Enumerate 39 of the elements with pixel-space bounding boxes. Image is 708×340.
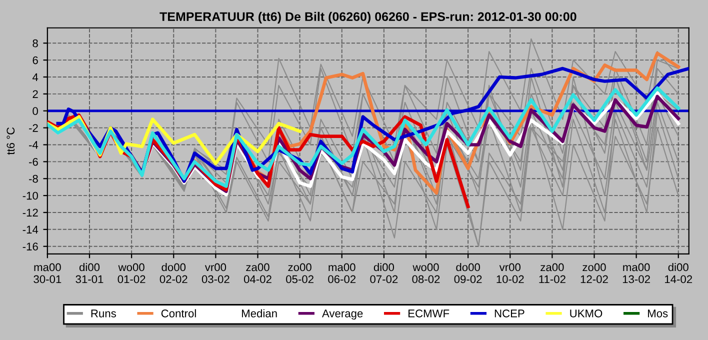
x-tick-label: wo00 01-02 — [118, 263, 146, 284]
y-tick-label: -12 — [22, 208, 38, 217]
legend-label: ECMWF — [408, 309, 450, 318]
legend-label: Mos — [648, 310, 668, 318]
x-tick-label: wo00 08-02 — [412, 263, 440, 284]
y-axis-title: tt6 °C — [6, 127, 15, 155]
y-tick-label: 2 — [32, 90, 38, 98]
x-tick-label: di00 14-02 — [665, 263, 692, 284]
x-tick-label: zo00 05-02 — [286, 263, 314, 284]
y-tick-label: -8 — [29, 174, 38, 183]
legend-label: NCEP — [494, 309, 524, 318]
x-tick-label: do00 02-02 — [160, 263, 188, 284]
x-tick-label: ma00 30-01 — [34, 263, 62, 284]
x-tick-label: za00 11-02 — [539, 263, 566, 284]
x-tick-label: di00 07-02 — [370, 263, 398, 284]
legend-label: Control — [161, 309, 196, 318]
y-tick-label: 4 — [32, 73, 38, 82]
y-tick-label: -6 — [29, 158, 38, 166]
x-tick-label: vr00 03-02 — [202, 263, 230, 284]
x-tick-label: do00 09-02 — [454, 263, 482, 284]
y-tick-label: -2 — [29, 124, 38, 132]
legend-label: UKMO — [570, 309, 602, 318]
x-tick-label: ma00 06-02 — [328, 263, 356, 284]
y-tick-label: 0 — [32, 107, 38, 116]
y-tick-label: -4 — [29, 141, 38, 149]
y-tick-label: -16 — [22, 242, 38, 250]
legend-label: Average — [322, 310, 363, 320]
y-tick-label: -14 — [22, 226, 38, 234]
y-tick-label: 6 — [32, 56, 38, 64]
x-tick-label: za00 04-02 — [244, 263, 272, 284]
x-tick-label: zo00 12-02 — [580, 263, 608, 284]
x-tick-label: ma00 13-02 — [622, 263, 650, 284]
x-tick-label: vr00 10-02 — [496, 263, 524, 284]
y-tick-label: 8 — [32, 39, 38, 48]
x-tick-label: di00 31-01 — [76, 263, 104, 284]
y-tick-label: -10 — [22, 192, 38, 200]
chart-title: TEMPERATUUR (tt6) De Bilt (06260) 06260 - EPS-run: 2012-01-30 00:00 — [160, 12, 576, 24]
text: Median — [242, 309, 277, 318]
legend-label: Runs — [91, 310, 116, 318]
